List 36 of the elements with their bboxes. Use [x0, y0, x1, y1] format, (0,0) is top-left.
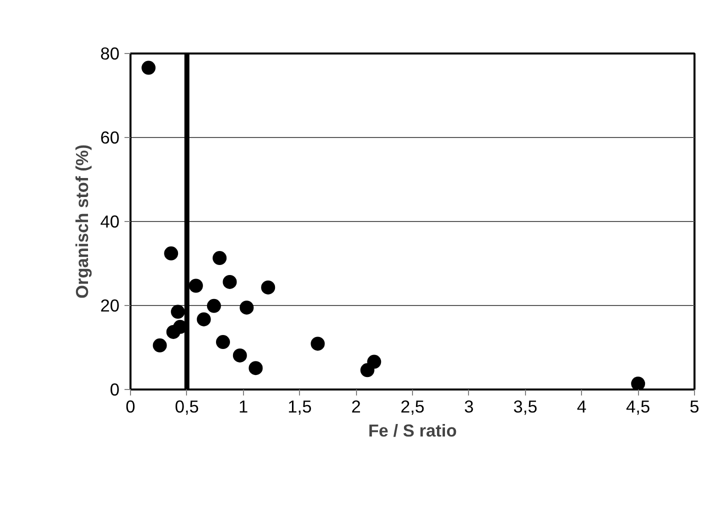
point — [240, 300, 254, 315]
x-tick-label: 1 — [238, 396, 248, 416]
x-tick-label: 0,5 — [174, 396, 199, 416]
point — [142, 60, 156, 75]
point — [196, 312, 211, 326]
y-tick-label: 20 — [100, 296, 120, 316]
point — [164, 246, 178, 260]
y-tick-label: 80 — [100, 44, 120, 64]
x-tick-label: 2 — [351, 396, 361, 416]
point — [152, 338, 167, 352]
x-tick-label: 4,5 — [626, 396, 650, 416]
x-axis-title: Fe / S ratio — [368, 420, 457, 440]
point — [248, 361, 263, 376]
point — [188, 278, 203, 293]
point — [206, 298, 221, 313]
x-tick-label: 1,5 — [288, 396, 312, 416]
y-tick-label: 60 — [100, 128, 120, 148]
x-tick-label: 3 — [464, 396, 474, 416]
point — [367, 354, 382, 369]
y-axis-title: Organisch stof (%) — [72, 144, 92, 299]
point — [170, 304, 185, 319]
x-tick-label: 0 — [126, 396, 136, 416]
point — [216, 335, 230, 350]
point — [166, 324, 180, 339]
y-tick-label: 40 — [100, 212, 120, 232]
x-tick-label: 2,5 — [400, 396, 425, 416]
point — [261, 280, 276, 294]
point — [212, 251, 227, 266]
x-tick-label: 4 — [576, 396, 587, 416]
y-tick-label: 0 — [110, 380, 120, 400]
x-tick-label: 3,5 — [513, 396, 538, 416]
point — [222, 274, 237, 289]
point — [631, 376, 646, 390]
point — [232, 348, 247, 362]
point — [310, 336, 325, 351]
x-tick-label: 5 — [690, 396, 700, 416]
